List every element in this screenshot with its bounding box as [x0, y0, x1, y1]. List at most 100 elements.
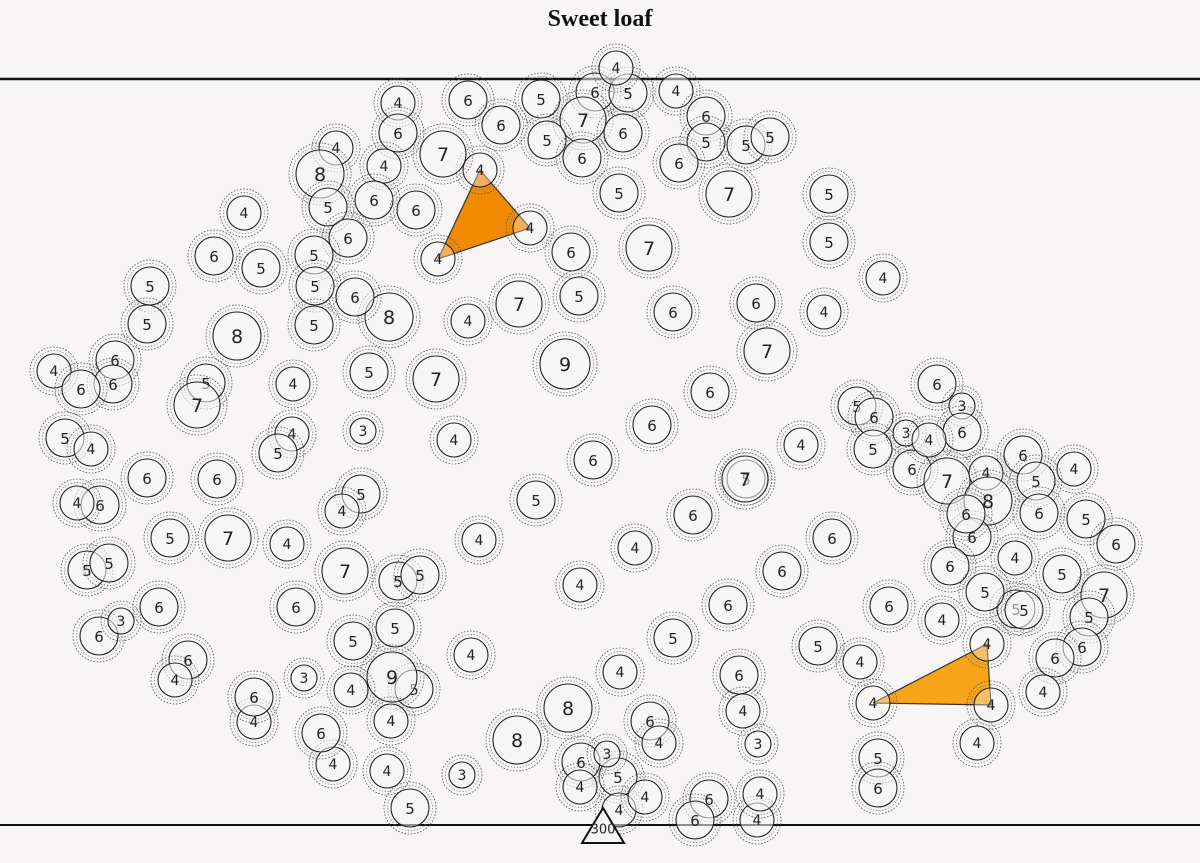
number-piece[interactable]: 4	[595, 647, 645, 697]
number-piece[interactable]: 4	[591, 43, 641, 93]
number-piece[interactable]: 4	[1049, 444, 1099, 494]
number-piece[interactable]: 4	[966, 680, 1016, 730]
number-piece[interactable]: 4	[858, 253, 908, 303]
number-piece[interactable]: 5	[791, 619, 845, 673]
number-piece[interactable]: 6	[54, 362, 108, 416]
number-piece[interactable]: 6	[646, 285, 700, 339]
number-piece[interactable]: 4	[555, 762, 605, 812]
number-piece[interactable]: 3	[283, 657, 325, 699]
number-piece[interactable]: 4	[429, 415, 479, 465]
number-piece[interactable]: 4	[718, 686, 768, 736]
number-piece[interactable]: 6	[441, 73, 495, 127]
number-piece[interactable]: 7	[488, 273, 550, 335]
number-piece[interactable]: 7	[698, 163, 760, 225]
number-piece[interactable]: 5	[383, 781, 437, 835]
number-piece[interactable]: 5	[997, 583, 1051, 637]
number-piece[interactable]: 5	[1062, 590, 1116, 644]
number-piece[interactable]: 6	[294, 706, 348, 760]
number-piece[interactable]: 9	[532, 331, 598, 397]
number-piece[interactable]: 4	[776, 420, 826, 470]
number-piece[interactable]: 6	[190, 452, 244, 506]
number-piece[interactable]: 6	[701, 578, 755, 632]
number-piece[interactable]: 4	[262, 519, 312, 569]
number-piece[interactable]: 8	[536, 676, 600, 740]
number-piece[interactable]: 4	[505, 203, 555, 253]
number-piece[interactable]: 4	[52, 478, 102, 528]
number-piece[interactable]: 6	[187, 229, 241, 283]
number-piece[interactable]: 4	[326, 665, 376, 715]
number-piece[interactable]: 4	[373, 78, 423, 128]
number-piece[interactable]: 6	[72, 609, 126, 663]
number-piece[interactable]: 5	[802, 167, 856, 221]
number-piece[interactable]: 4	[799, 287, 849, 337]
number-piece[interactable]: 4	[651, 66, 701, 116]
number-piece[interactable]: 6	[805, 511, 859, 565]
number-piece[interactable]: 6	[566, 433, 620, 487]
number-piece[interactable]: 4	[1018, 667, 1068, 717]
number-piece[interactable]: 4	[962, 619, 1012, 669]
number-piece[interactable]: 6	[666, 488, 720, 542]
number-piece[interactable]: 4	[620, 772, 670, 822]
number-piece[interactable]: 5	[326, 614, 380, 668]
number-piece[interactable]: 4	[555, 560, 605, 610]
number-piece[interactable]: 6	[371, 106, 425, 160]
number-piece[interactable]: 3	[342, 410, 384, 452]
number-piece[interactable]: 9	[359, 644, 425, 710]
number-piece[interactable]: 6	[683, 365, 737, 419]
number-piece[interactable]: 4	[610, 523, 660, 573]
number-piece[interactable]: 6	[847, 390, 901, 444]
number-piece[interactable]: 5	[509, 473, 563, 527]
number-piece[interactable]: 4	[219, 188, 269, 238]
number-piece[interactable]: 6	[1028, 631, 1082, 685]
number-piece[interactable]: 4	[308, 739, 358, 789]
number-piece[interactable]: 7	[412, 123, 474, 185]
number-piece[interactable]: 6	[712, 648, 766, 702]
number-piece[interactable]: 4	[413, 234, 463, 284]
number-piece[interactable]: 4	[443, 296, 493, 346]
number-piece[interactable]: 6	[862, 579, 916, 633]
number-piece[interactable]: 5	[288, 259, 342, 313]
number-piece[interactable]: 5	[514, 72, 568, 126]
number-piece[interactable]: 5	[368, 601, 422, 655]
number-piece[interactable]: 7	[736, 320, 798, 382]
number-piece[interactable]: 4	[150, 655, 200, 705]
number-piece[interactable]: 6	[347, 173, 401, 227]
number-piece[interactable]: 4	[66, 424, 116, 474]
number-piece[interactable]: 6	[1089, 517, 1143, 571]
number-piece[interactable]: 4	[362, 746, 412, 796]
number-piece[interactable]: 5	[120, 297, 174, 351]
number-piece[interactable]: 5	[552, 269, 606, 323]
number-piece[interactable]: 6	[544, 225, 598, 279]
number-piece[interactable]: 4	[904, 415, 954, 465]
number-piece[interactable]: 5	[802, 215, 856, 269]
number-piece[interactable]: 8	[485, 708, 549, 772]
number-piece[interactable]: 6	[132, 580, 186, 634]
number-piece[interactable]: 6	[389, 183, 443, 237]
number-piece[interactable]: 4	[848, 678, 898, 728]
number-piece[interactable]: 7	[405, 348, 467, 410]
number-piece[interactable]: 5	[958, 565, 1012, 619]
number-piece[interactable]: 6	[729, 276, 783, 330]
number-piece[interactable]: 6	[227, 670, 281, 724]
number-piece[interactable]: 5	[287, 228, 341, 282]
number-piece[interactable]: 5	[1035, 547, 1089, 601]
number-piece[interactable]: 5	[123, 259, 177, 313]
number-piece[interactable]: 4	[735, 769, 785, 819]
number-piece[interactable]: 4	[952, 718, 1002, 768]
number-piece[interactable]: 3	[737, 723, 779, 765]
number-piece[interactable]: 4	[268, 359, 318, 409]
number-piece[interactable]: 6	[755, 544, 809, 598]
number-piece[interactable]: 7	[197, 507, 259, 569]
number-piece[interactable]: 4	[317, 486, 367, 536]
number-piece[interactable]: 7	[714, 448, 776, 510]
number-piece[interactable]: 6	[668, 793, 722, 847]
number-piece[interactable]: 5	[234, 241, 288, 295]
number-piece[interactable]: 3	[586, 733, 628, 775]
number-piece[interactable]: 4	[917, 595, 967, 645]
number-piece[interactable]: 6	[474, 98, 528, 152]
number-piece[interactable]: 5	[301, 180, 355, 234]
number-piece[interactable]: 4	[990, 533, 1040, 583]
number-piece[interactable]: 4	[366, 696, 416, 746]
shooter-marker[interactable]: 300	[580, 806, 626, 844]
number-piece[interactable]: 5	[1059, 492, 1113, 546]
